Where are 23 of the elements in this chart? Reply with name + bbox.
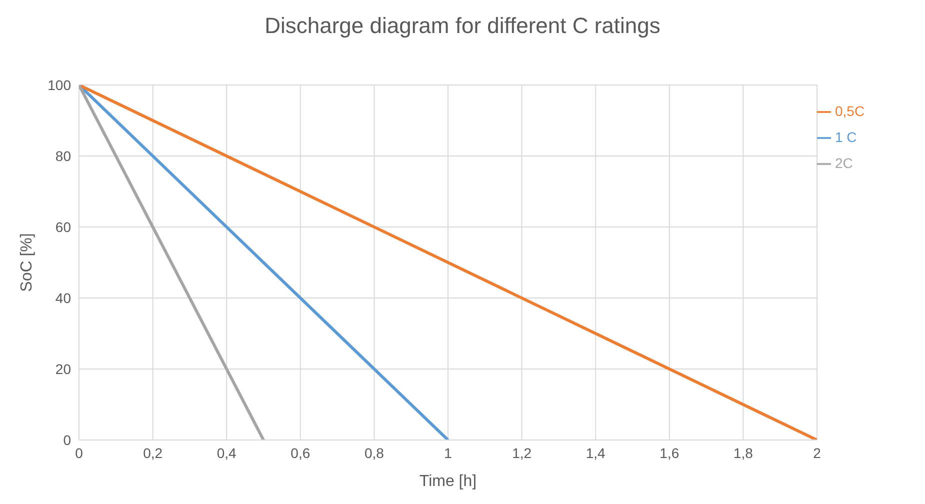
x-tick-label: 1,6	[660, 444, 680, 461]
x-tick-label: 0	[75, 444, 84, 461]
y-tick-label: 20	[55, 360, 72, 377]
x-axis-title: Time [h]	[419, 473, 477, 490]
y-axis-title: SoC [%]	[18, 233, 36, 292]
legend-label: 0,5C	[835, 103, 865, 119]
x-tick-label: 0,8	[364, 444, 384, 461]
x-tick-label: 1,8	[733, 444, 754, 461]
y-tick-label: 40	[55, 290, 72, 306]
y-tick-label: 0	[63, 432, 72, 448]
x-tick-label: 1,2	[512, 444, 532, 461]
y-tick-label: 80	[55, 148, 72, 164]
y-tick-label: 60	[55, 218, 72, 235]
x-tick-label: 2	[813, 444, 822, 461]
x-tick-label: 1	[444, 444, 452, 461]
x-tick-label: 0,2	[143, 444, 163, 461]
x-tick-label: 1,4	[586, 444, 606, 461]
legend-label: 1 C	[835, 129, 857, 145]
x-tick-label: 0,6	[290, 444, 310, 461]
y-tick-label: 100	[48, 76, 72, 93]
chart-title: Discharge diagram for different C ratings	[264, 12, 662, 40]
x-tick-label: 0,4	[216, 444, 237, 461]
legend-label: 2C	[835, 155, 853, 171]
